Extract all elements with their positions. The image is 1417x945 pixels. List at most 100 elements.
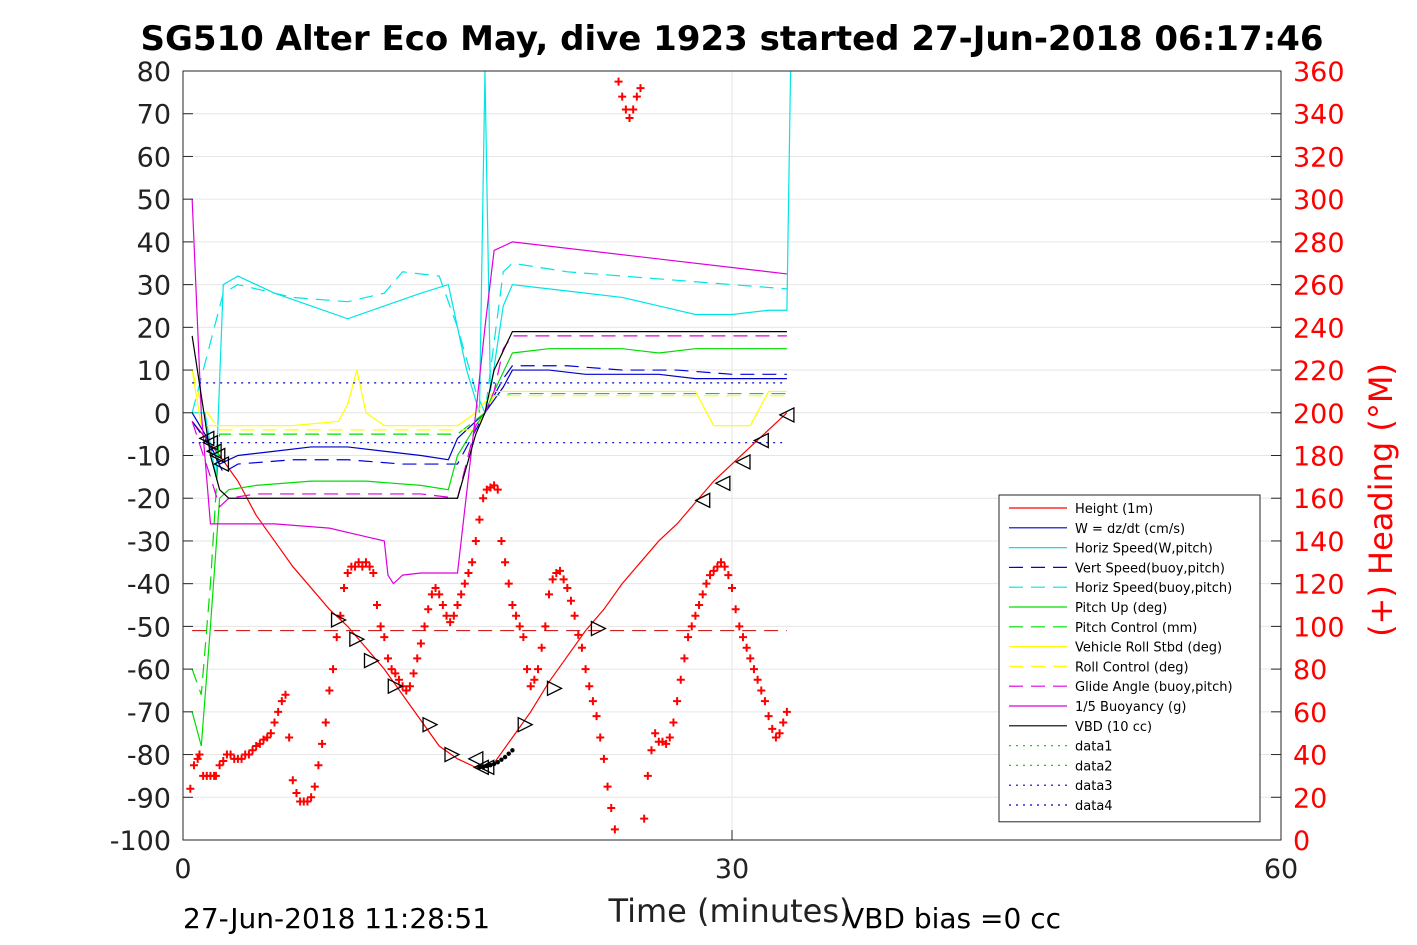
y-tick-label: -90 bbox=[127, 783, 171, 814]
heading-point bbox=[720, 562, 729, 571]
heading-point bbox=[555, 566, 564, 575]
heading-point bbox=[603, 782, 612, 791]
y2-tick-label: 140 bbox=[1293, 527, 1345, 558]
heading-point bbox=[420, 622, 429, 631]
heading-point bbox=[358, 562, 367, 571]
legend-label: Roll Control (deg) bbox=[1075, 660, 1189, 675]
heading-point bbox=[607, 803, 616, 812]
series-line-4 bbox=[191, 262, 787, 416]
triangle-marker bbox=[478, 759, 495, 776]
legend-label: Pitch Control (mm) bbox=[1075, 621, 1197, 636]
series-line-2 bbox=[192, 70, 792, 477]
heading-point bbox=[186, 784, 195, 793]
heading-point bbox=[193, 754, 202, 763]
heading-point bbox=[380, 633, 389, 642]
heading-point bbox=[189, 761, 198, 770]
heading-point bbox=[673, 697, 682, 706]
vbd-dot bbox=[495, 760, 500, 765]
heading-point bbox=[625, 113, 634, 122]
heading-point bbox=[541, 622, 550, 631]
heading-point bbox=[383, 654, 392, 663]
heading-point bbox=[570, 611, 579, 620]
x-tick-labels: 0 30 60 bbox=[174, 854, 1298, 885]
y-tick-label: 40 bbox=[137, 228, 171, 259]
series-line-11 bbox=[191, 331, 787, 499]
heading-point bbox=[215, 761, 224, 770]
heading-point bbox=[523, 665, 532, 674]
heading-point bbox=[610, 825, 619, 834]
legend-label: W = dz/dt (cm/s) bbox=[1075, 522, 1185, 537]
heading-point bbox=[768, 724, 777, 733]
legend-label: Horiz Speed(W,pitch) bbox=[1075, 542, 1213, 557]
heading-point bbox=[351, 562, 360, 571]
vbd-dot bbox=[510, 748, 515, 753]
legend-label: data3 bbox=[1075, 779, 1113, 794]
heading-point bbox=[698, 590, 707, 599]
heading-point bbox=[438, 601, 447, 610]
series-line-3 bbox=[191, 365, 787, 474]
heading-point bbox=[618, 92, 627, 101]
right-y-axis-label: (+) Heading (°M) bbox=[1362, 363, 1400, 637]
heading-point bbox=[629, 105, 638, 114]
heading-point bbox=[457, 590, 466, 599]
legend-box bbox=[998, 494, 1261, 823]
legend-label: VBD (10 cc) bbox=[1075, 720, 1152, 735]
x-axis-label: Time (minutes) bbox=[608, 892, 852, 930]
heading-point bbox=[749, 665, 758, 674]
heading-point bbox=[753, 675, 762, 684]
triangle-marker bbox=[467, 750, 484, 767]
triangle-marker bbox=[205, 443, 222, 460]
heading-point bbox=[676, 675, 685, 684]
heading-point bbox=[497, 536, 506, 545]
heading-point bbox=[255, 739, 264, 748]
series-line-7 bbox=[191, 369, 787, 427]
heading-point bbox=[508, 601, 517, 610]
y-tick-label: -10 bbox=[127, 442, 171, 473]
series-line-5 bbox=[191, 348, 787, 747]
heading-point bbox=[369, 568, 378, 577]
y2-tick-label: 280 bbox=[1293, 228, 1345, 259]
heading-point bbox=[691, 611, 700, 620]
heading-point bbox=[413, 654, 422, 663]
heading-point bbox=[742, 643, 751, 652]
heading-point bbox=[632, 92, 641, 101]
heading-point bbox=[588, 697, 597, 706]
heading-point bbox=[354, 558, 363, 567]
footer-date: 27-Jun-2018 11:28:51 bbox=[183, 902, 490, 935]
y2-tick-label: 340 bbox=[1293, 100, 1345, 131]
heading-point bbox=[545, 590, 553, 599]
heading-point bbox=[596, 733, 605, 742]
heading-point bbox=[270, 718, 279, 727]
y-tick-label: 0 bbox=[154, 399, 171, 430]
y2-tick-label: 20 bbox=[1293, 783, 1327, 814]
heading-point bbox=[647, 746, 656, 755]
legend-label: Pitch Up (deg) bbox=[1075, 601, 1167, 616]
heading-point bbox=[735, 622, 744, 631]
heading-point bbox=[702, 579, 711, 588]
heading-point bbox=[599, 754, 608, 763]
heading-point bbox=[263, 733, 272, 742]
heading-point bbox=[405, 682, 414, 691]
heading-point bbox=[372, 601, 381, 610]
legend-label: Vert Speed(buoy,pitch) bbox=[1075, 561, 1225, 576]
y-tick-label: -70 bbox=[127, 698, 171, 729]
y-tick-label: 80 bbox=[137, 57, 171, 88]
triangle-marker bbox=[387, 678, 404, 695]
heading-point bbox=[687, 622, 696, 631]
heading-point bbox=[274, 707, 283, 716]
heading-point bbox=[651, 729, 660, 738]
heading-point bbox=[490, 481, 499, 490]
y2-tick-label: 180 bbox=[1293, 442, 1345, 473]
axis-ticks bbox=[182, 70, 1282, 841]
heading-point bbox=[442, 611, 451, 620]
heading-point bbox=[281, 690, 290, 699]
triangle-marker bbox=[714, 475, 731, 492]
y2-tick-label: 240 bbox=[1293, 313, 1345, 344]
heading-point bbox=[471, 536, 480, 545]
triangle-marker bbox=[472, 759, 489, 776]
heading-point bbox=[318, 739, 327, 748]
heading-point bbox=[566, 596, 575, 605]
x-tick-label: 30 bbox=[715, 854, 749, 885]
heading-point bbox=[695, 601, 704, 610]
heading-point bbox=[706, 571, 715, 580]
